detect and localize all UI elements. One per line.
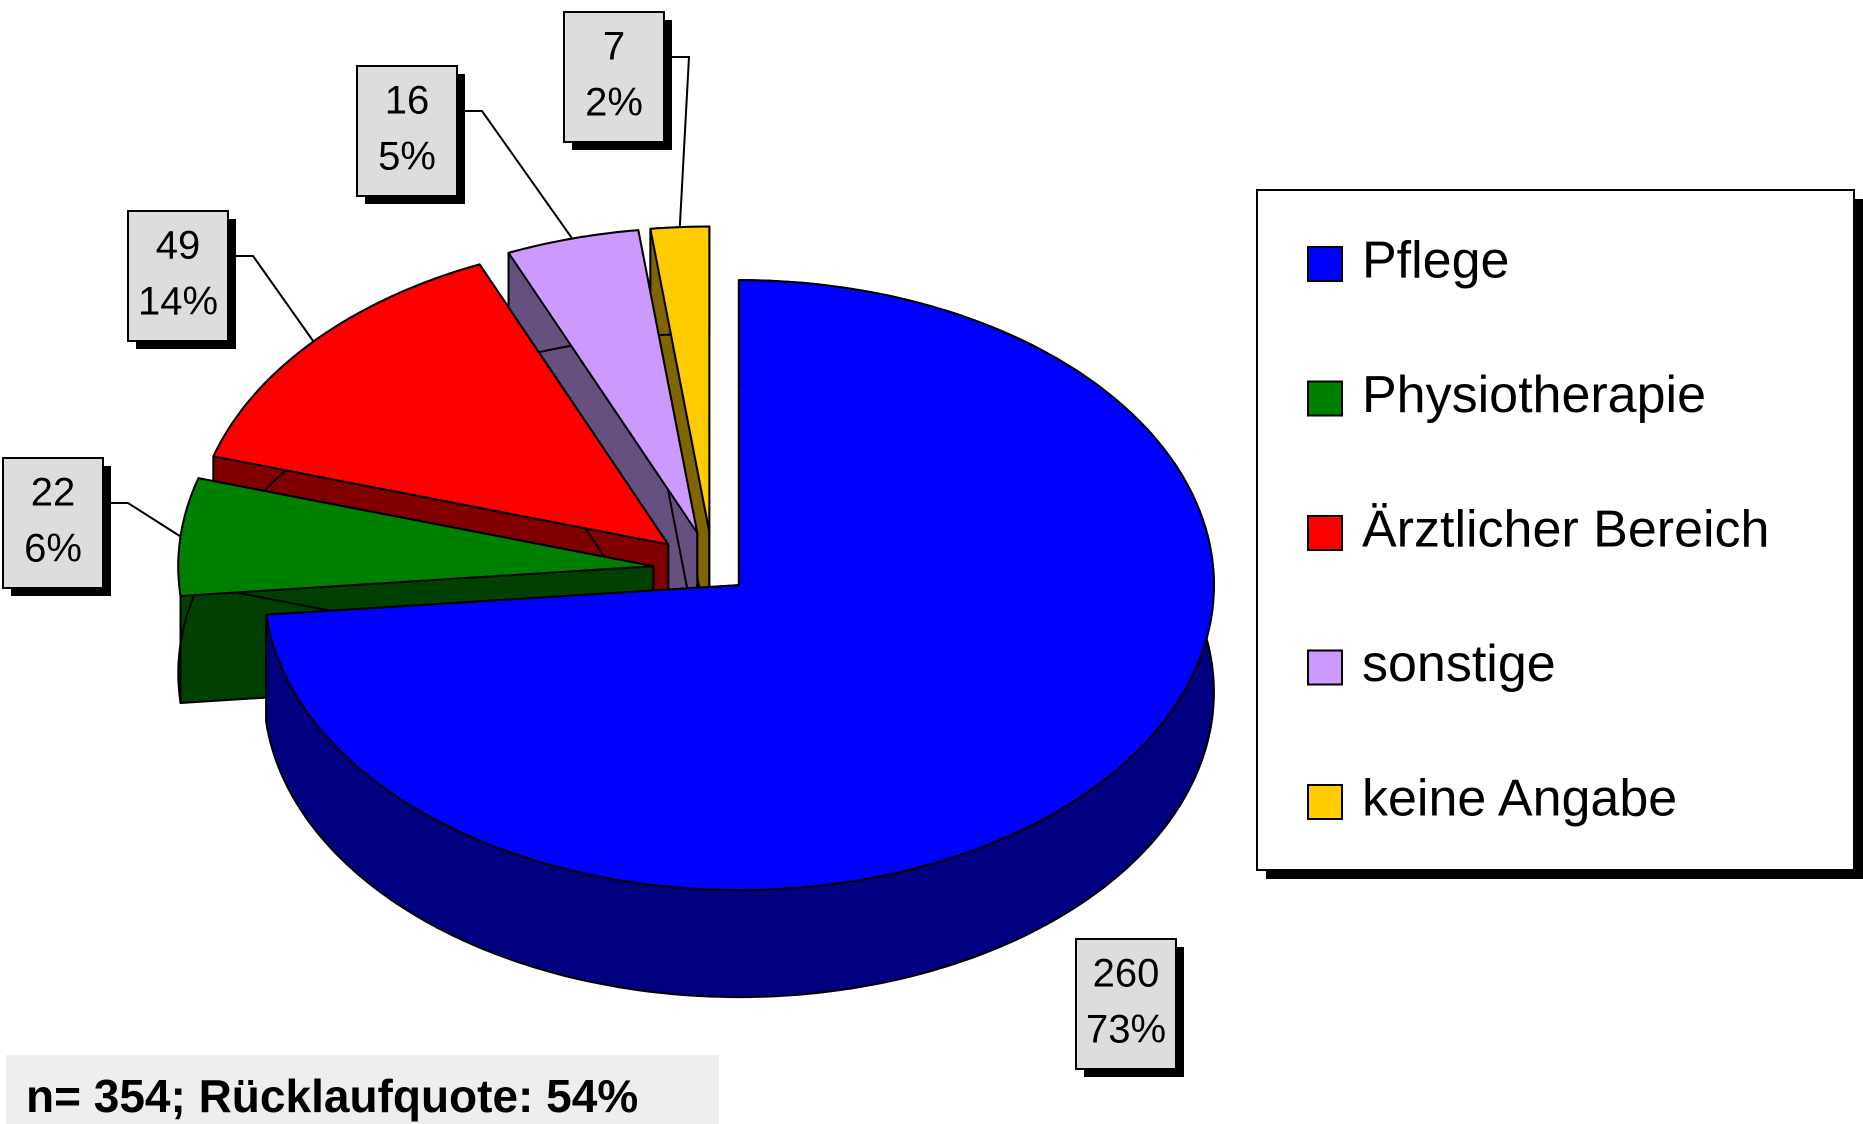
percent-label: 14% xyxy=(138,280,218,324)
percent-label: 5% xyxy=(378,135,436,179)
value-label: 260 xyxy=(1093,952,1160,996)
percent-label: 73% xyxy=(1086,1008,1166,1052)
leader-line xyxy=(228,255,315,343)
legend xyxy=(1256,189,1855,871)
note-box xyxy=(6,1055,719,1124)
label-box xyxy=(2,457,104,589)
label-box xyxy=(1075,938,1177,1070)
label-box xyxy=(356,65,458,197)
percent-label: 6% xyxy=(24,527,82,571)
value-label: 22 xyxy=(31,471,76,515)
value-label: 16 xyxy=(385,79,430,123)
leader-line xyxy=(457,110,574,240)
percent-label: 2% xyxy=(585,81,643,125)
legend-label: Ärztlicher Bereich xyxy=(1362,501,1769,559)
leader-line xyxy=(664,56,691,228)
legend-label: Pflege xyxy=(1362,232,1509,290)
legend-label: Physiotherapie xyxy=(1362,366,1706,424)
value-label: 49 xyxy=(156,224,201,268)
legend-label: sonstige xyxy=(1362,635,1556,693)
value-label: 7 xyxy=(603,25,625,69)
pie xyxy=(177,225,1215,999)
slice xyxy=(265,279,1215,892)
legend-swatch xyxy=(1307,784,1343,820)
label-box xyxy=(127,210,229,342)
note: n= 354; Rücklaufquote: 54% xyxy=(26,1070,638,1122)
leader-line xyxy=(103,502,182,538)
legend-swatch xyxy=(1307,246,1343,282)
label-box xyxy=(563,11,665,143)
legend-swatch xyxy=(1307,649,1343,686)
legend-label: keine Angabe xyxy=(1362,770,1677,828)
legend-swatch xyxy=(1307,515,1343,551)
legend-swatch xyxy=(1307,380,1343,417)
